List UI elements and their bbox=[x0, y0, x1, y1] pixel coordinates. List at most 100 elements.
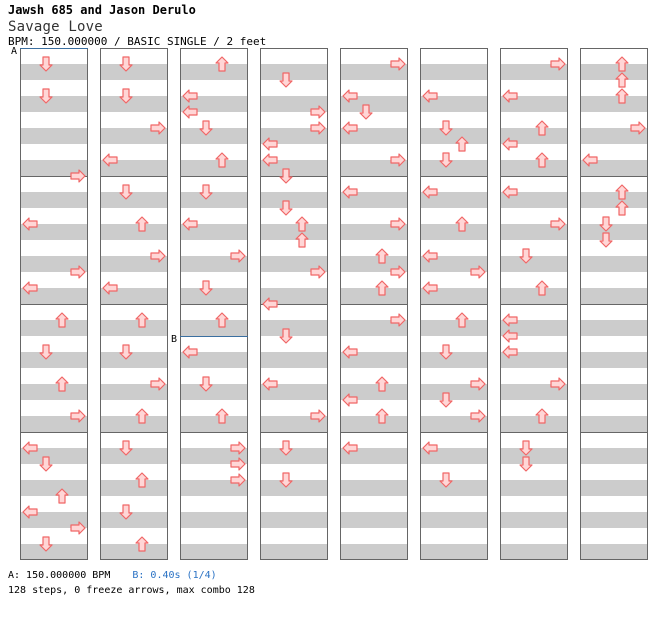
arrow-up-icon bbox=[615, 200, 629, 216]
arrow-up-icon bbox=[375, 376, 389, 392]
chart-stats: 128 steps, 0 freeze arrows, max combo 12… bbox=[8, 585, 255, 596]
arrow-left-icon bbox=[22, 217, 38, 231]
beat-stripe bbox=[100, 416, 168, 432]
beat-stripe bbox=[180, 256, 248, 272]
arrow-up-icon bbox=[455, 216, 469, 232]
beat-stripe bbox=[340, 224, 408, 240]
arrow-down-icon bbox=[39, 56, 53, 72]
beat-stripe bbox=[500, 64, 568, 80]
arrow-down-icon bbox=[439, 152, 453, 168]
arrow-up-icon bbox=[215, 312, 229, 328]
arrow-right-icon bbox=[470, 409, 486, 423]
arrow-up-icon bbox=[535, 152, 549, 168]
arrow-up-icon bbox=[615, 88, 629, 104]
arrow-left-icon bbox=[182, 89, 198, 103]
beat-stripe bbox=[420, 192, 488, 208]
beat-stripe bbox=[420, 64, 488, 80]
beat-stripe bbox=[260, 128, 328, 144]
arrow-right-icon bbox=[310, 265, 326, 279]
arrow-down-icon bbox=[519, 456, 533, 472]
beat-stripe bbox=[100, 320, 168, 336]
arrow-left-icon bbox=[102, 153, 118, 167]
arrow-right-icon bbox=[70, 265, 86, 279]
arrow-up-icon bbox=[535, 280, 549, 296]
beat-stripe bbox=[100, 512, 168, 528]
arrow-right-icon bbox=[390, 57, 406, 71]
arrow-down-icon bbox=[439, 392, 453, 408]
beat-stripe bbox=[420, 288, 488, 304]
beat-stripe bbox=[180, 480, 248, 496]
arrow-down-icon bbox=[519, 440, 533, 456]
beat-stripe bbox=[100, 480, 168, 496]
beat-stripe bbox=[500, 320, 568, 336]
arrow-down-icon bbox=[199, 376, 213, 392]
arrow-left-icon bbox=[182, 217, 198, 231]
beat-stripe bbox=[100, 192, 168, 208]
beat-stripe bbox=[260, 320, 328, 336]
beat-stripe bbox=[580, 256, 648, 272]
beat-stripe bbox=[180, 224, 248, 240]
arrow-left-icon bbox=[22, 281, 38, 295]
beat-stripe bbox=[500, 384, 568, 400]
beat-stripe bbox=[500, 224, 568, 240]
arrow-left-icon bbox=[342, 121, 358, 135]
step-chart bbox=[20, 48, 648, 560]
beat-stripe bbox=[20, 224, 88, 240]
beat-stripe bbox=[100, 160, 168, 176]
beat-stripe bbox=[20, 512, 88, 528]
beat-stripe bbox=[340, 384, 408, 400]
beat-stripe bbox=[340, 352, 408, 368]
arrow-down-icon bbox=[39, 456, 53, 472]
beat-stripe bbox=[260, 96, 328, 112]
arrow-down-icon bbox=[39, 344, 53, 360]
arrow-up-icon bbox=[295, 216, 309, 232]
arrow-down-icon bbox=[39, 536, 53, 552]
arrow-right-icon bbox=[150, 121, 166, 135]
beat-stripe bbox=[500, 288, 568, 304]
arrow-left-icon bbox=[422, 89, 438, 103]
beat-stripe bbox=[420, 480, 488, 496]
beat-stripe bbox=[20, 160, 88, 176]
song-title: Savage Love bbox=[8, 19, 103, 35]
beat-stripe bbox=[420, 512, 488, 528]
beat-stripe bbox=[100, 224, 168, 240]
beat-stripe bbox=[180, 64, 248, 80]
arrow-right-icon bbox=[70, 169, 86, 183]
beat-stripe bbox=[420, 416, 488, 432]
chart-column-6 bbox=[420, 48, 488, 560]
beat-stripe bbox=[260, 448, 328, 464]
arrow-right-icon bbox=[70, 409, 86, 423]
arrow-left-icon bbox=[502, 89, 518, 103]
beat-stripe bbox=[420, 128, 488, 144]
arrow-down-icon bbox=[119, 184, 133, 200]
arrow-up-icon bbox=[615, 72, 629, 88]
arrow-left-icon bbox=[342, 393, 358, 407]
beat-stripe bbox=[580, 224, 648, 240]
beat-stripe bbox=[180, 320, 248, 336]
arrow-down-icon bbox=[439, 120, 453, 136]
beat-stripe bbox=[580, 384, 648, 400]
arrow-right-icon bbox=[310, 121, 326, 135]
arrow-left-icon bbox=[422, 185, 438, 199]
arrow-left-icon bbox=[582, 153, 598, 167]
arrow-left-icon bbox=[422, 281, 438, 295]
beat-stripe bbox=[20, 416, 88, 432]
arrow-left-icon bbox=[342, 345, 358, 359]
beat-stripe bbox=[580, 128, 648, 144]
beat-stripe bbox=[580, 64, 648, 80]
beat-stripe bbox=[260, 160, 328, 176]
arrow-up-icon bbox=[375, 248, 389, 264]
arrow-down-icon bbox=[199, 184, 213, 200]
beat-stripe bbox=[500, 448, 568, 464]
beat-stripe bbox=[500, 352, 568, 368]
arrow-down-icon bbox=[39, 88, 53, 104]
beat-stripe bbox=[100, 256, 168, 272]
section-marker-line bbox=[180, 336, 248, 337]
arrow-down-icon bbox=[199, 280, 213, 296]
beat-stripe bbox=[500, 256, 568, 272]
arrow-up-icon bbox=[215, 152, 229, 168]
beat-stripe bbox=[100, 352, 168, 368]
beat-stripe bbox=[420, 352, 488, 368]
beat-stripe bbox=[500, 416, 568, 432]
arrow-right-icon bbox=[470, 377, 486, 391]
